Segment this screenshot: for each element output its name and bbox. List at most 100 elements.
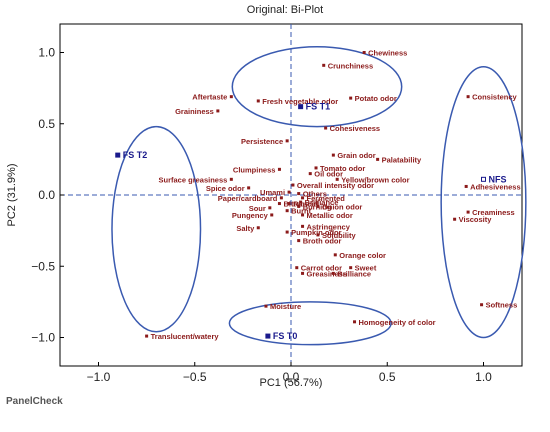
attribute-point [466, 210, 470, 214]
sample-point [298, 104, 304, 110]
attribute-point [308, 172, 312, 176]
attribute-label: Softness [486, 301, 518, 310]
attribute-label: Solubility [322, 231, 357, 240]
attribute-point [466, 95, 470, 99]
sample-label: NFS [489, 174, 507, 184]
attribute-label: Tomato odor [320, 164, 365, 173]
attribute-label: Aftertaste [192, 93, 227, 102]
attribute-label: Yellow/brown color [341, 175, 409, 184]
reference-lines [60, 24, 522, 366]
attribute-point [362, 51, 366, 54]
attribute-point [324, 126, 328, 130]
x-tick-label: 0.0 [283, 370, 300, 384]
attribute-label: Oil odor [314, 170, 343, 179]
attribute-label: Pungency [232, 211, 269, 220]
attribute-point [268, 206, 272, 210]
attribute-point [145, 334, 149, 338]
attribute-point [333, 253, 337, 257]
sample-label: FS T2 [123, 150, 148, 160]
attribute-label: Adhesiveness [470, 182, 520, 191]
attribute-label: Pumpkin odor [291, 228, 341, 237]
attribute-label: Rancid [293, 200, 318, 209]
attribute-label: Umami [260, 188, 285, 197]
attribute-point [256, 226, 260, 230]
attribute-label: Persistence [241, 137, 283, 146]
cluster-ellipse-2 [111, 125, 202, 333]
sample-label: FS T0 [273, 331, 298, 341]
attribute-label: Overall intensity odor [297, 181, 374, 190]
attribute-label: Chewiness [368, 49, 407, 58]
attribute-point [480, 303, 484, 307]
attribute-label: Brilliance [337, 269, 371, 278]
attribute-label: Astringency [307, 222, 351, 231]
attribute-point [229, 95, 233, 99]
attribute-point [376, 157, 380, 161]
attribute-point [285, 209, 289, 213]
attribute-point [316, 204, 320, 208]
y-tick-label: −0.5 [31, 259, 55, 273]
attribute-label: Fresh vegetable odor [262, 97, 338, 106]
attribute-point [270, 213, 274, 217]
attribute-point [349, 266, 353, 270]
cluster-ellipse-3 [440, 66, 527, 339]
attribute-label: Salty [236, 224, 255, 233]
ellipse-group [111, 46, 527, 346]
sample-point [481, 176, 486, 182]
attribute-point [453, 217, 457, 221]
attribute-point [291, 183, 295, 187]
attribute-point [301, 196, 305, 200]
attribute-point [279, 196, 283, 200]
x-tick-label: −1.0 [87, 370, 111, 384]
x-tick-label: −0.5 [183, 370, 207, 384]
x-tick-label: 1.0 [475, 370, 492, 384]
attribute-label: Surface greasiness [159, 175, 228, 184]
attribute-label: Greasiness [307, 269, 347, 278]
cluster-ellipse-4 [228, 301, 392, 346]
sample-points: FS T1 FS T2 FS T0 NFS [115, 102, 507, 341]
attribute-point [322, 63, 326, 67]
attribute-label: Cohesiveness [330, 124, 380, 133]
attribute-label: Sour [249, 204, 266, 213]
attribute-label: Fermented [307, 194, 346, 203]
footer-brand: PanelCheck [6, 396, 63, 407]
attribute-point [216, 109, 220, 113]
attribute-point [264, 304, 268, 308]
attribute-point [349, 96, 353, 100]
attribute-point [299, 200, 303, 204]
attribute-label: Metallic odor [307, 211, 353, 220]
attribute-point [287, 190, 291, 194]
attribute-label: Grain odor [337, 151, 375, 160]
attribute-point [335, 177, 339, 181]
attribute-label: Creaminess [472, 208, 515, 217]
attribute-point [247, 186, 251, 190]
attribute-label: Spice odor [206, 184, 245, 193]
attribute-label: Carrot odor [301, 264, 342, 273]
attribute-point [285, 230, 289, 234]
cluster-ellipse-1 [231, 46, 403, 128]
attribute-label: Graininess [175, 107, 214, 116]
y-tick-label: 1.0 [38, 46, 55, 60]
attribute-label: Burnt [291, 207, 311, 216]
attribute-point [301, 224, 305, 228]
attribute-point [285, 139, 289, 143]
x-axis-label: PC1 (56.7%) [260, 377, 323, 389]
attribute-point [301, 271, 305, 275]
y-tick-label: 0.0 [38, 188, 55, 202]
attribute-point [297, 239, 301, 243]
attribute-point [295, 266, 299, 270]
attribute-point [316, 233, 320, 237]
attribute-point [331, 153, 335, 157]
sample-point [115, 152, 121, 158]
attribute-label: Brilliance [305, 198, 339, 207]
attribute-label: Paper/cardboard [218, 194, 278, 203]
attribute-point [256, 99, 260, 103]
attribute-point [297, 204, 301, 208]
attribute-point [353, 320, 357, 324]
y-axis-label: PC2 (31.9%) [6, 164, 18, 227]
attribute-label: Sweet [355, 264, 377, 273]
attribute-label: Onion odor [322, 202, 362, 211]
attribute-point [314, 166, 318, 170]
attribute-label: Orange color [339, 251, 386, 260]
attribute-points: Chewiness Crunchiness Aftertaste Fresh vege… [145, 49, 521, 341]
